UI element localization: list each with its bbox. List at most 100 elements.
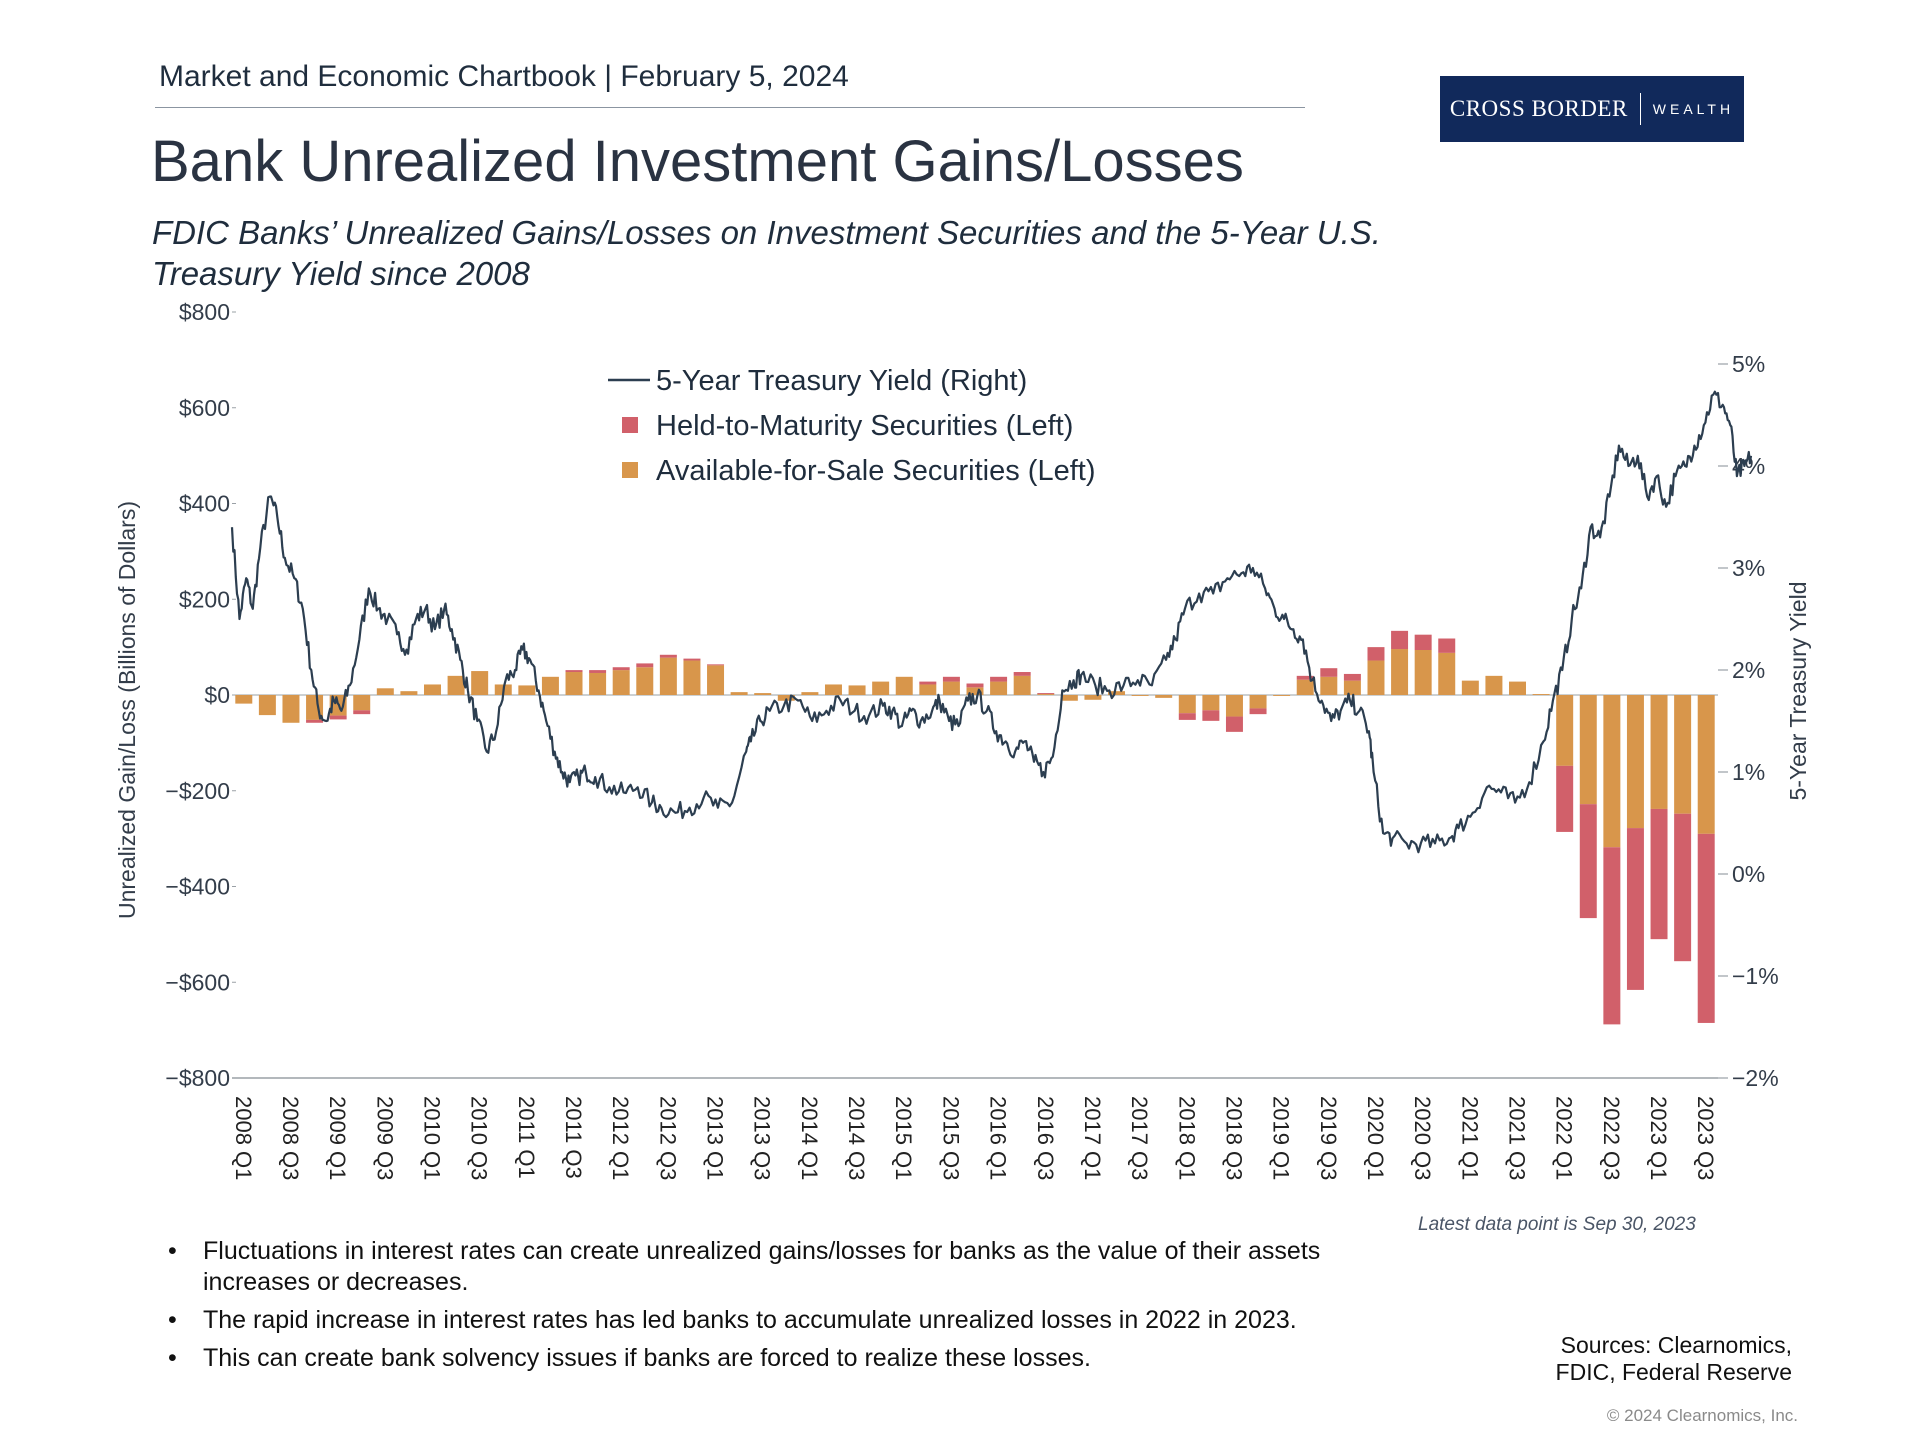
afs-bar bbox=[1178, 695, 1196, 714]
right-axis-title: 5-Year Treasury Yield bbox=[1785, 581, 1811, 800]
afs-bar bbox=[1343, 680, 1361, 695]
afs-bar bbox=[1414, 649, 1432, 695]
afs-bar bbox=[942, 681, 960, 695]
x-axis-tick-label: 2023 Q3 bbox=[1693, 1096, 1718, 1180]
htm-bar bbox=[565, 670, 583, 673]
afs-bar bbox=[400, 691, 418, 695]
afs-bar bbox=[919, 684, 937, 695]
afs-bar bbox=[518, 685, 536, 695]
left-axis-tick-label: $600 bbox=[179, 395, 230, 421]
left-axis-tick-label: −$800 bbox=[165, 1065, 230, 1091]
afs-bar bbox=[1202, 695, 1220, 711]
x-axis-tick-label: 2013 Q3 bbox=[750, 1096, 775, 1180]
right-axis-tick-label: 5% bbox=[1732, 351, 1765, 377]
afs-bar bbox=[1131, 695, 1149, 696]
htm-bar bbox=[1414, 634, 1432, 650]
htm-bar bbox=[589, 670, 607, 673]
afs-bar bbox=[848, 685, 866, 695]
afs-bar bbox=[707, 665, 725, 695]
htm-bar bbox=[1367, 647, 1385, 661]
chartbook-kicker: Market and Economic Chartbook | February… bbox=[159, 60, 849, 93]
copyright: © 2024 Clearnomics, Inc. bbox=[1606, 1406, 1798, 1425]
afs-bar bbox=[424, 684, 441, 695]
bullet-item: The rapid increase in interest rates has… bbox=[168, 1305, 1368, 1336]
x-axis-tick-label: 2010 Q3 bbox=[467, 1096, 492, 1180]
htm-bar bbox=[659, 654, 677, 658]
afs-bar bbox=[1579, 695, 1597, 805]
afs-bar bbox=[1697, 695, 1715, 834]
x-axis-tick-label: 2018 Q1 bbox=[1174, 1096, 1199, 1180]
x-axis-tick-label: 2017 Q3 bbox=[1127, 1096, 1152, 1180]
htm-bar bbox=[1320, 668, 1338, 677]
page-title: Bank Unrealized Investment Gains/Losses bbox=[151, 129, 1244, 194]
afs-bar bbox=[1485, 675, 1503, 695]
afs-bar bbox=[1461, 680, 1479, 695]
afs-bar bbox=[612, 670, 630, 695]
htm-bar bbox=[942, 676, 960, 682]
htm-bar bbox=[353, 710, 371, 715]
x-axis-tick-label: 2013 Q1 bbox=[703, 1096, 728, 1180]
afs-bar bbox=[683, 660, 701, 695]
afs-bar bbox=[282, 695, 300, 723]
afs-bar bbox=[966, 687, 984, 695]
x-axis-tick-label: 2020 Q1 bbox=[1363, 1096, 1388, 1180]
afs-bar bbox=[1320, 676, 1338, 695]
afs-bar bbox=[541, 676, 559, 695]
x-axis-tick-label: 2008 Q3 bbox=[278, 1096, 303, 1180]
cross-border-wealth-logo: CROSS BORDER WEALTH bbox=[1440, 76, 1744, 142]
x-axis-tick-label: 2021 Q3 bbox=[1505, 1096, 1530, 1180]
x-axis-tick-label: 2015 Q1 bbox=[891, 1096, 916, 1180]
right-axis-tick-label: 2% bbox=[1732, 657, 1765, 683]
htm-bar bbox=[683, 658, 701, 661]
right-axis-tick-label: 1% bbox=[1732, 759, 1765, 785]
x-axis-tick-label: 2017 Q1 bbox=[1080, 1096, 1105, 1180]
afs-bar bbox=[1391, 649, 1409, 695]
afs-bar bbox=[235, 695, 253, 704]
afs-bar bbox=[1626, 695, 1644, 829]
left-axis-tick-label: −$400 bbox=[165, 874, 230, 900]
htm-bar bbox=[1178, 713, 1196, 720]
afs-bar bbox=[801, 692, 819, 695]
htm-bar bbox=[1343, 673, 1361, 681]
htm-bar bbox=[1225, 716, 1243, 732]
htm-bar bbox=[707, 664, 725, 666]
afs-bar bbox=[659, 657, 677, 695]
right-axis-tick-label: 0% bbox=[1732, 861, 1765, 887]
afs-bar bbox=[1060, 695, 1078, 701]
sources-line: Sources: Clearnomics, bbox=[1560, 1332, 1792, 1358]
sources-note: Sources: Clearnomics, FDIC, Federal Rese… bbox=[1472, 1332, 1792, 1386]
afs-bar bbox=[1296, 679, 1314, 695]
afs-bar bbox=[589, 672, 607, 695]
htm-bar bbox=[990, 676, 1008, 682]
htm-bar bbox=[1202, 710, 1220, 721]
left-axis-tick-label: $400 bbox=[179, 491, 230, 517]
yield-line-layer bbox=[230, 390, 1753, 854]
bullet-item: Fluctuations in interest rates can creat… bbox=[168, 1236, 1368, 1298]
right-axis-tick-label: −1% bbox=[1732, 963, 1779, 989]
afs-bar bbox=[447, 675, 465, 695]
afs-bar bbox=[1556, 695, 1574, 766]
afs-bar bbox=[1603, 695, 1621, 848]
afs-bar bbox=[1225, 695, 1243, 717]
right-axis-tick-label: −2% bbox=[1732, 1065, 1779, 1091]
bullet-item: This can create bank solvency issues if … bbox=[168, 1343, 1368, 1374]
afs-bar bbox=[1108, 691, 1126, 695]
afs-bar bbox=[565, 672, 583, 695]
bars-layer bbox=[235, 630, 1715, 1025]
x-axis-tick-label: 2019 Q1 bbox=[1269, 1096, 1294, 1180]
htm-bar bbox=[306, 719, 324, 723]
afs-bar bbox=[730, 692, 748, 695]
htm-bar bbox=[1626, 828, 1644, 990]
x-axis-tick-label: 2014 Q1 bbox=[797, 1096, 822, 1180]
logo-text-left: CROSS BORDER bbox=[1449, 96, 1628, 121]
afs-bar bbox=[895, 676, 913, 695]
x-axis-tick-label: 2019 Q3 bbox=[1316, 1096, 1341, 1180]
x-axis-tick-label: 2012 Q1 bbox=[608, 1096, 633, 1180]
afs-bar bbox=[1438, 652, 1456, 695]
htm-bar bbox=[1674, 813, 1692, 962]
x-axis-tick-label: 2014 Q3 bbox=[844, 1096, 869, 1180]
afs-bar bbox=[1013, 675, 1031, 695]
afs-bar bbox=[1084, 695, 1102, 700]
htm-bar bbox=[919, 681, 937, 685]
treasury-yield-line bbox=[230, 390, 1753, 854]
